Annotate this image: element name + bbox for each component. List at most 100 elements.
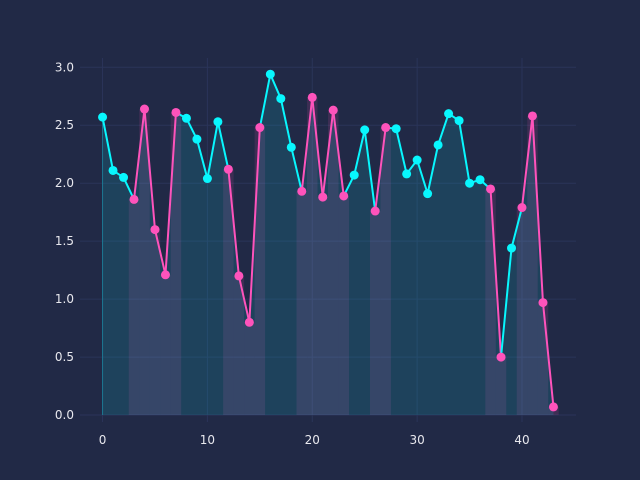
highlight-band-27 bbox=[380, 127, 391, 416]
data-point-23 bbox=[339, 191, 349, 201]
segment-25 bbox=[363, 128, 377, 213]
segment-17 bbox=[279, 97, 293, 149]
data-point-30 bbox=[412, 155, 422, 165]
data-point-0 bbox=[98, 112, 108, 122]
segment-30 bbox=[416, 159, 429, 195]
data-point-26 bbox=[370, 206, 380, 216]
highlight-band-26 bbox=[369, 211, 381, 416]
data-point-16 bbox=[265, 69, 275, 79]
data-point-29 bbox=[402, 169, 412, 179]
data-point-6 bbox=[160, 270, 170, 280]
segment-26 bbox=[374, 126, 387, 213]
data-point-15 bbox=[255, 123, 265, 133]
segment-37 bbox=[489, 187, 503, 359]
data-point-9 bbox=[192, 134, 202, 144]
segment-34 bbox=[458, 119, 471, 185]
data-point-10 bbox=[202, 174, 212, 184]
data-point-37 bbox=[486, 184, 496, 194]
data-point-32 bbox=[433, 140, 443, 150]
y-axis-ticks: 0.0 0.5 1.0 1.5 2.0 2.5 3.0 bbox=[55, 60, 74, 422]
x-tick-label: 40 bbox=[514, 433, 529, 447]
highlight-band-14 bbox=[244, 322, 255, 416]
highlight-band-40 bbox=[516, 207, 528, 416]
segment-9 bbox=[195, 138, 209, 180]
data-point-27 bbox=[381, 123, 391, 133]
highlight-band-3 bbox=[128, 199, 140, 416]
segment-6 bbox=[164, 111, 177, 276]
segment-42 bbox=[541, 301, 555, 408]
highlight-band-12 bbox=[223, 169, 234, 416]
data-point-35 bbox=[465, 178, 475, 188]
segment-21 bbox=[321, 109, 335, 199]
highlight-band-7 bbox=[170, 112, 182, 416]
y-tick-label: 2.0 bbox=[55, 176, 74, 190]
segment-39 bbox=[510, 206, 523, 250]
data-point-7 bbox=[171, 107, 181, 117]
data-point-42 bbox=[538, 298, 548, 308]
highlight-band-41 bbox=[527, 115, 538, 416]
segment-41 bbox=[531, 114, 544, 304]
segment-10 bbox=[206, 120, 219, 180]
highlight-band-5 bbox=[149, 229, 161, 416]
segment-12 bbox=[227, 168, 240, 277]
segment-22 bbox=[332, 109, 345, 197]
area-fill bbox=[102, 74, 554, 416]
data-point-20 bbox=[307, 92, 317, 102]
data-point-1 bbox=[108, 165, 118, 175]
highlight-band-4 bbox=[139, 109, 150, 416]
y-tick-label: 2.5 bbox=[55, 118, 74, 132]
segment-24 bbox=[353, 128, 366, 177]
highlight-band-20 bbox=[307, 97, 318, 416]
data-point-41 bbox=[527, 111, 537, 121]
highlight-bands bbox=[128, 97, 559, 416]
data-point-24 bbox=[349, 170, 359, 180]
segment-11 bbox=[216, 120, 230, 171]
data-point-4 bbox=[139, 104, 149, 114]
highlight-band-22 bbox=[328, 110, 339, 416]
grid-lines bbox=[80, 58, 576, 422]
highlight-band-42 bbox=[537, 302, 549, 416]
y-tick-label: 0.5 bbox=[55, 350, 74, 364]
segment-18 bbox=[290, 146, 303, 193]
highlight-band-19 bbox=[296, 191, 308, 416]
segment-28 bbox=[395, 127, 408, 175]
highlight-band-13 bbox=[233, 275, 245, 416]
data-point-19 bbox=[297, 186, 307, 196]
data-point-18 bbox=[286, 142, 296, 152]
data-point-2 bbox=[119, 172, 129, 182]
segment-15 bbox=[258, 73, 272, 129]
data-point-11 bbox=[213, 117, 223, 127]
data-point-31 bbox=[423, 189, 433, 199]
segment-0 bbox=[101, 116, 115, 172]
highlight-band-37 bbox=[485, 188, 496, 416]
data-point-34 bbox=[454, 116, 464, 126]
x-tick-label: 20 bbox=[305, 433, 320, 447]
segment-38 bbox=[500, 247, 513, 359]
segment-14 bbox=[248, 126, 261, 324]
data-point-3 bbox=[129, 194, 139, 204]
segment-5 bbox=[153, 228, 167, 276]
segment-19 bbox=[300, 96, 314, 193]
y-tick-label: 0.0 bbox=[55, 408, 74, 422]
segment-3 bbox=[133, 108, 146, 201]
segment-40 bbox=[520, 114, 534, 209]
data-point-28 bbox=[391, 124, 401, 134]
data-point-22 bbox=[328, 105, 338, 115]
data-points bbox=[98, 69, 558, 412]
data-point-39 bbox=[507, 243, 517, 253]
data-point-21 bbox=[318, 192, 328, 202]
x-tick-label: 10 bbox=[200, 433, 215, 447]
data-point-33 bbox=[444, 109, 454, 119]
highlight-band-23 bbox=[338, 195, 349, 416]
highlight-band-21 bbox=[317, 197, 328, 416]
segment-32 bbox=[437, 112, 450, 146]
highlight-band-6 bbox=[160, 274, 171, 416]
data-point-40 bbox=[517, 203, 527, 213]
series-area bbox=[102, 74, 554, 416]
data-point-36 bbox=[475, 175, 485, 185]
data-point-12 bbox=[223, 164, 233, 174]
segment-31 bbox=[426, 143, 440, 195]
highlight-band-15 bbox=[254, 127, 266, 416]
